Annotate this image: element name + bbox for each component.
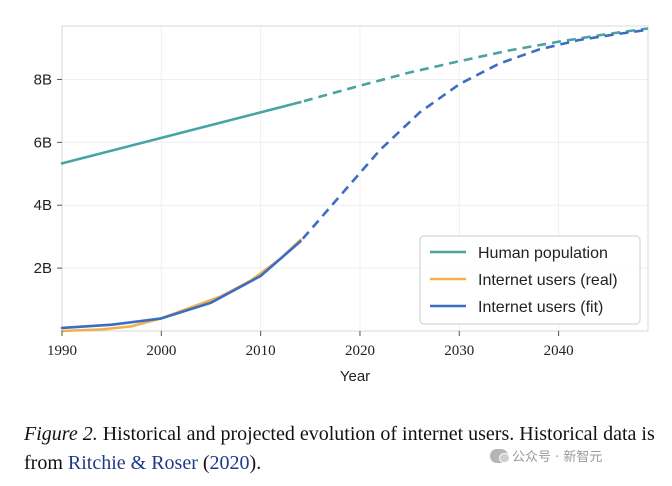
y-tick-label: 8B [34, 71, 52, 88]
series-line-projection [303, 27, 649, 103]
legend-label: Internet users (fit) [478, 299, 603, 316]
legend-label: Internet users (real) [478, 272, 618, 289]
citation-year-link[interactable]: 2020 [209, 452, 250, 474]
citation-year-close: ). [249, 452, 262, 474]
citation-link[interactable]: Ritchie & Roser [67, 452, 198, 474]
x-axis-title: Year [340, 368, 370, 385]
x-tick-label: 1990 [47, 343, 77, 359]
y-tick-label: 4B [34, 197, 52, 214]
chart: 1990 2000 2010 2020 2030 2040 2B 4B 6B 8B Year Hu… [34, 25, 649, 385]
watermark-text: 公众号 · 新智元 [512, 450, 603, 465]
caption-text: Historical and projected evolution of in… [24, 423, 655, 474]
series-line-projection [301, 28, 649, 240]
y-tick-label: 2B [34, 260, 52, 277]
x-tick-label: 2000 [146, 343, 176, 359]
x-tick-label: 2030 [444, 343, 474, 359]
wechat-icon [490, 448, 510, 463]
x-tick-label: 2020 [345, 343, 375, 359]
legend-box [419, 235, 641, 325]
ticks-layer: 1990 2000 2010 2020 2030 2040 2B 4B 6B 8B [34, 71, 574, 359]
x-tick-label: 2010 [246, 343, 276, 359]
series-line [60, 238, 302, 333]
grid [61, 26, 648, 331]
plot-frame [61, 25, 649, 332]
figure-caption: Figure 2. Historical and projected evolu… [24, 420, 656, 478]
y-tick-label: 6B [34, 134, 52, 151]
series-layer [60, 27, 649, 333]
watermark: 公众号 · 新智元 [490, 446, 602, 465]
citation-year-open: ( [197, 452, 210, 474]
legend: Human population Internet users (real) Int… [419, 235, 641, 325]
figure-label: Figure 2. [24, 423, 98, 445]
series-line-historical [60, 100, 302, 165]
x-tick-label: 2040 [544, 343, 574, 359]
legend-label: Human population [478, 245, 608, 262]
series-line-historical [60, 240, 302, 330]
